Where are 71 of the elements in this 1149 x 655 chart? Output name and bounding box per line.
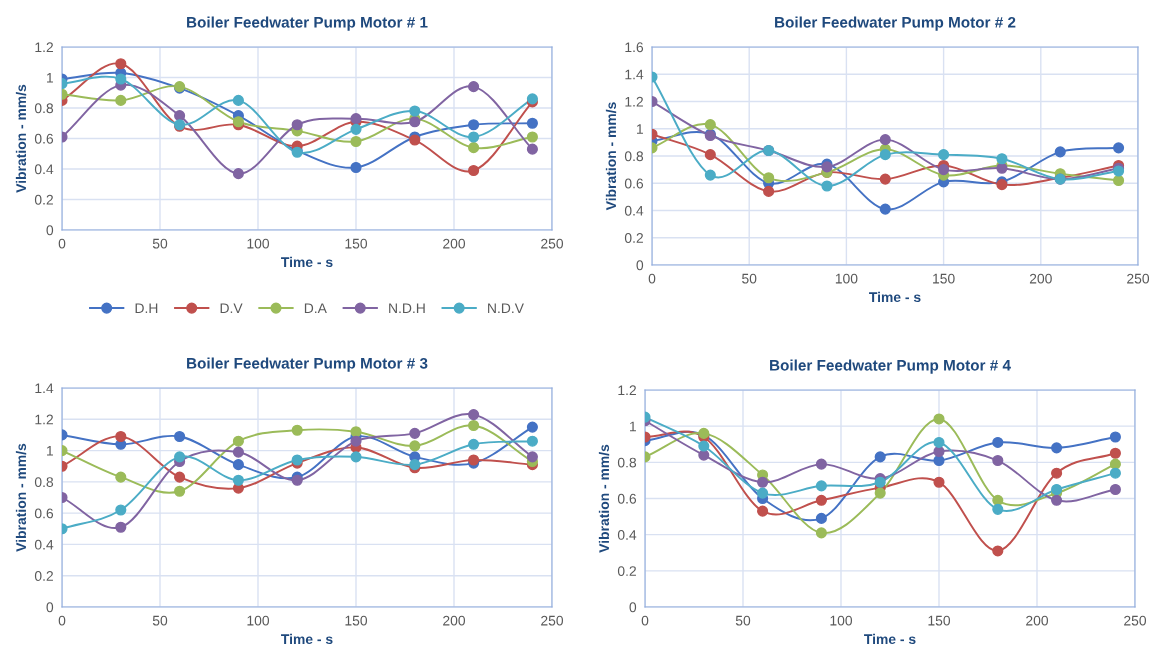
legend-label: D.V xyxy=(220,303,243,313)
y-tick-label: 0.2 xyxy=(34,194,53,205)
x-tick-label: 150 xyxy=(928,615,951,626)
x-tick-label: 250 xyxy=(1124,615,1147,626)
y-tick-label: 0 xyxy=(46,225,54,236)
y-tick-label: 1 xyxy=(630,421,636,432)
x-axis-title: Time - s xyxy=(281,633,333,645)
x-axis-title: Time - s xyxy=(864,633,916,645)
x-tick-label: 200 xyxy=(1029,273,1052,284)
y-tick-label: 1 xyxy=(637,124,643,134)
y-tick-label: 0.8 xyxy=(34,477,54,488)
y-tick-label: 0.4 xyxy=(34,164,54,175)
chart-title: Boiler Feedwater Pump Motor # 3 xyxy=(187,357,428,372)
x-axis-title: Time - s xyxy=(869,291,921,303)
x-tick-label: 100 xyxy=(247,238,270,249)
y-tick-label: 0.6 xyxy=(624,178,644,189)
y-tick-label: 1 xyxy=(47,446,53,456)
x-axis-title: Time - s xyxy=(281,256,333,268)
legend-label: D.H xyxy=(135,303,158,313)
y-tick-label: 0.4 xyxy=(624,205,644,216)
x-tick-label: 250 xyxy=(541,238,564,249)
legend-label: N.D.H xyxy=(389,303,425,313)
y-tick-label: 0.2 xyxy=(617,566,636,576)
y-axis-title: Vibration - mm/s xyxy=(598,444,610,553)
x-tick-label: 50 xyxy=(735,615,751,626)
x-tick-label: 200 xyxy=(1026,615,1049,626)
x-tick-label: 150 xyxy=(345,238,368,249)
x-tick-label: 50 xyxy=(152,615,168,626)
x-tick-label: 200 xyxy=(443,615,466,626)
y-tick-label: 0.8 xyxy=(617,457,637,468)
x-tick-label: 150 xyxy=(933,273,955,284)
x-tick-label: 100 xyxy=(835,273,858,284)
x-tick-label: 250 xyxy=(541,615,564,626)
y-tick-label: 1.4 xyxy=(35,383,54,394)
y-tick-label: 1.2 xyxy=(35,42,53,53)
chart-title: Boiler Feedwater Pump Motor # 2 xyxy=(775,16,1016,31)
y-tick-label: 1 xyxy=(47,72,53,83)
y-axis-title: Vibration - mm/s xyxy=(605,102,617,211)
x-tick-label: 200 xyxy=(443,238,466,249)
x-tick-label: 150 xyxy=(345,615,368,626)
x-tick-label: 50 xyxy=(152,238,168,249)
y-tick-label: 0.4 xyxy=(34,539,54,550)
y-tick-label: 0.2 xyxy=(34,571,53,581)
y-axis-title: Vibration - mm/s xyxy=(15,84,27,193)
y-tick-label: 0.6 xyxy=(34,508,54,519)
x-tick-label: 250 xyxy=(1127,273,1149,284)
x-tick-label: 50 xyxy=(742,273,757,284)
chart-title: Boiler Feedwater Pump Motor # 4 xyxy=(770,359,1011,374)
y-tick-label: 0 xyxy=(46,602,54,613)
chart-title: Boiler Feedwater Pump Motor # 1 xyxy=(187,16,428,31)
legend-label: N.D.V xyxy=(488,303,524,313)
y-tick-label: 1.2 xyxy=(35,414,53,425)
y-tick-label: 1.2 xyxy=(618,385,636,396)
y-tick-label: 0.6 xyxy=(617,493,637,504)
y-tick-label: 0.8 xyxy=(624,151,644,162)
y-axis-title: Vibration - mm/s xyxy=(15,443,27,552)
y-tick-label: 0 xyxy=(636,260,644,271)
x-tick-label: 100 xyxy=(247,615,270,626)
x-tick-label: 100 xyxy=(830,615,853,626)
legend-label: D.A xyxy=(304,303,327,313)
y-tick-label: 0.6 xyxy=(34,133,54,144)
y-tick-label: 1.6 xyxy=(625,42,644,53)
y-tick-label: 0.4 xyxy=(617,530,637,540)
x-tick-label: 0 xyxy=(58,615,66,626)
y-tick-label: 0.8 xyxy=(34,103,54,114)
y-tick-label: 0 xyxy=(629,602,637,613)
y-tick-label: 1.4 xyxy=(625,69,644,80)
y-tick-label: 1.2 xyxy=(625,96,643,107)
x-tick-label: 0 xyxy=(58,238,66,249)
x-tick-label: 0 xyxy=(648,273,656,284)
y-tick-label: 0.2 xyxy=(624,233,643,243)
